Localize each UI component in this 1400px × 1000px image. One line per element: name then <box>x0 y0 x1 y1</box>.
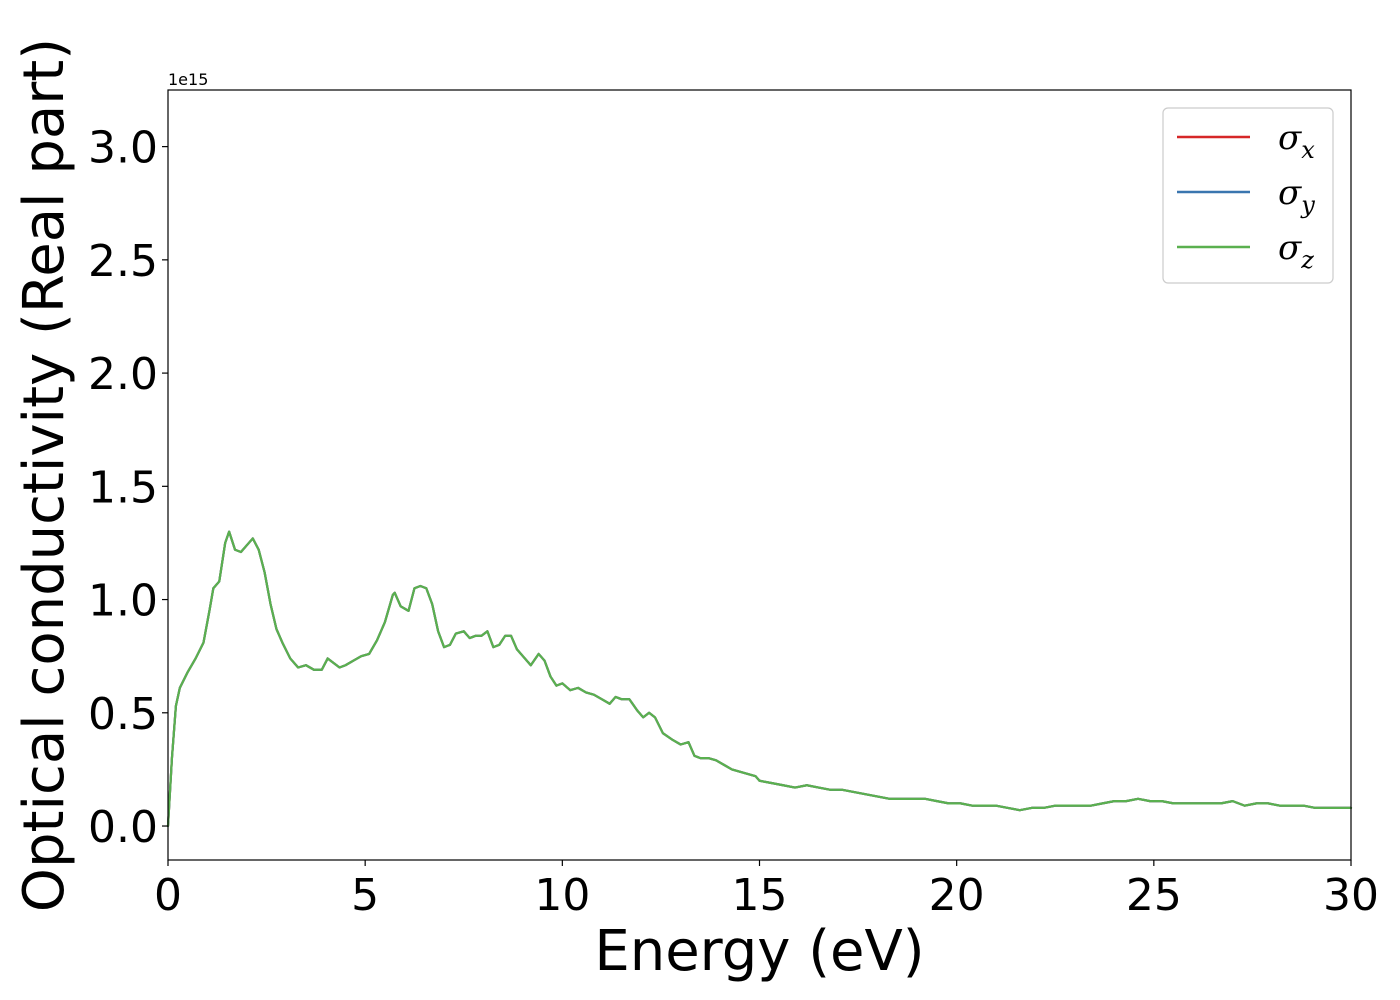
series-layer <box>166 530 1353 828</box>
legend-box <box>1162 107 1334 284</box>
legend-label-z: σz <box>1278 228 1314 274</box>
legend-label-x: σx <box>1278 118 1315 164</box>
x-axis-title: Energy (eV) <box>594 919 924 984</box>
y-tick-label: 2.0 <box>88 349 158 400</box>
y-tick-label: 3.0 <box>88 123 158 174</box>
y-tick-label: 0.5 <box>88 689 158 740</box>
x-tick-label: 15 <box>732 870 788 921</box>
y-tick-label: 1.5 <box>88 462 158 513</box>
x-tick-label: 25 <box>1126 870 1182 921</box>
legend: σx σy σz <box>1162 107 1334 284</box>
series-line-z <box>166 530 1353 828</box>
x-tick-label: 30 <box>1323 870 1379 921</box>
y-tick-label: 1.0 <box>88 576 158 627</box>
y-axis-ticks: 0.0 0.5 1.0 1.5 2.0 2.5 3.0 <box>88 123 168 853</box>
x-tick-label: 0 <box>154 870 182 921</box>
y-offset-label: 1e15 <box>168 70 208 89</box>
x-axis-ticks: 0 5 10 15 20 25 30 <box>154 860 1379 921</box>
x-tick-label: 5 <box>351 870 379 921</box>
y-axis-title: Optical conductivity (Real part) <box>12 38 77 912</box>
x-tick-label: 20 <box>929 870 985 921</box>
y-tick-label: 2.5 <box>88 236 158 287</box>
x-tick-label: 10 <box>534 870 590 921</box>
y-tick-label: 0.0 <box>88 802 158 853</box>
legend-label-y: σy <box>1278 173 1315 219</box>
